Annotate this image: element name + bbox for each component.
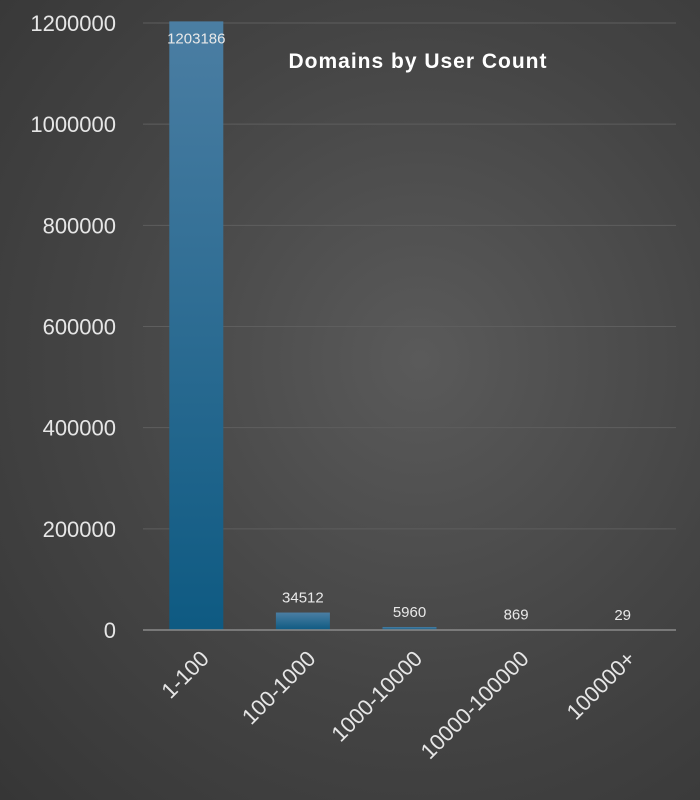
data-label: 29 [614,607,631,624]
x-tick-label: 10000-100000 [416,646,534,764]
x-tick-label: 100-1000 [237,646,320,729]
y-tick-label: 400000 [43,416,116,441]
y-tick-label: 600000 [43,315,116,340]
y-tick-label: 1000000 [30,112,116,137]
y-tick-label: 200000 [43,517,116,542]
data-label: 869 [504,607,529,624]
bar [169,21,224,630]
grid-lines [143,22,676,530]
x-tick-label: 1-100 [156,646,213,703]
y-tick-label: 0 [104,618,116,643]
chart-title: Domains by User Count [288,50,547,73]
bars [169,21,650,630]
bar [275,612,330,630]
y-tick-label: 1200000 [30,11,116,36]
x-tick-label: 100000+ [562,646,641,725]
y-tick-label: 800000 [43,213,116,238]
x-tick-label: 1000-10000 [326,646,427,747]
data-label: 34512 [282,590,324,607]
data-label: 5960 [393,604,426,621]
data-label: 1203186 [167,30,225,47]
bar [382,626,437,630]
